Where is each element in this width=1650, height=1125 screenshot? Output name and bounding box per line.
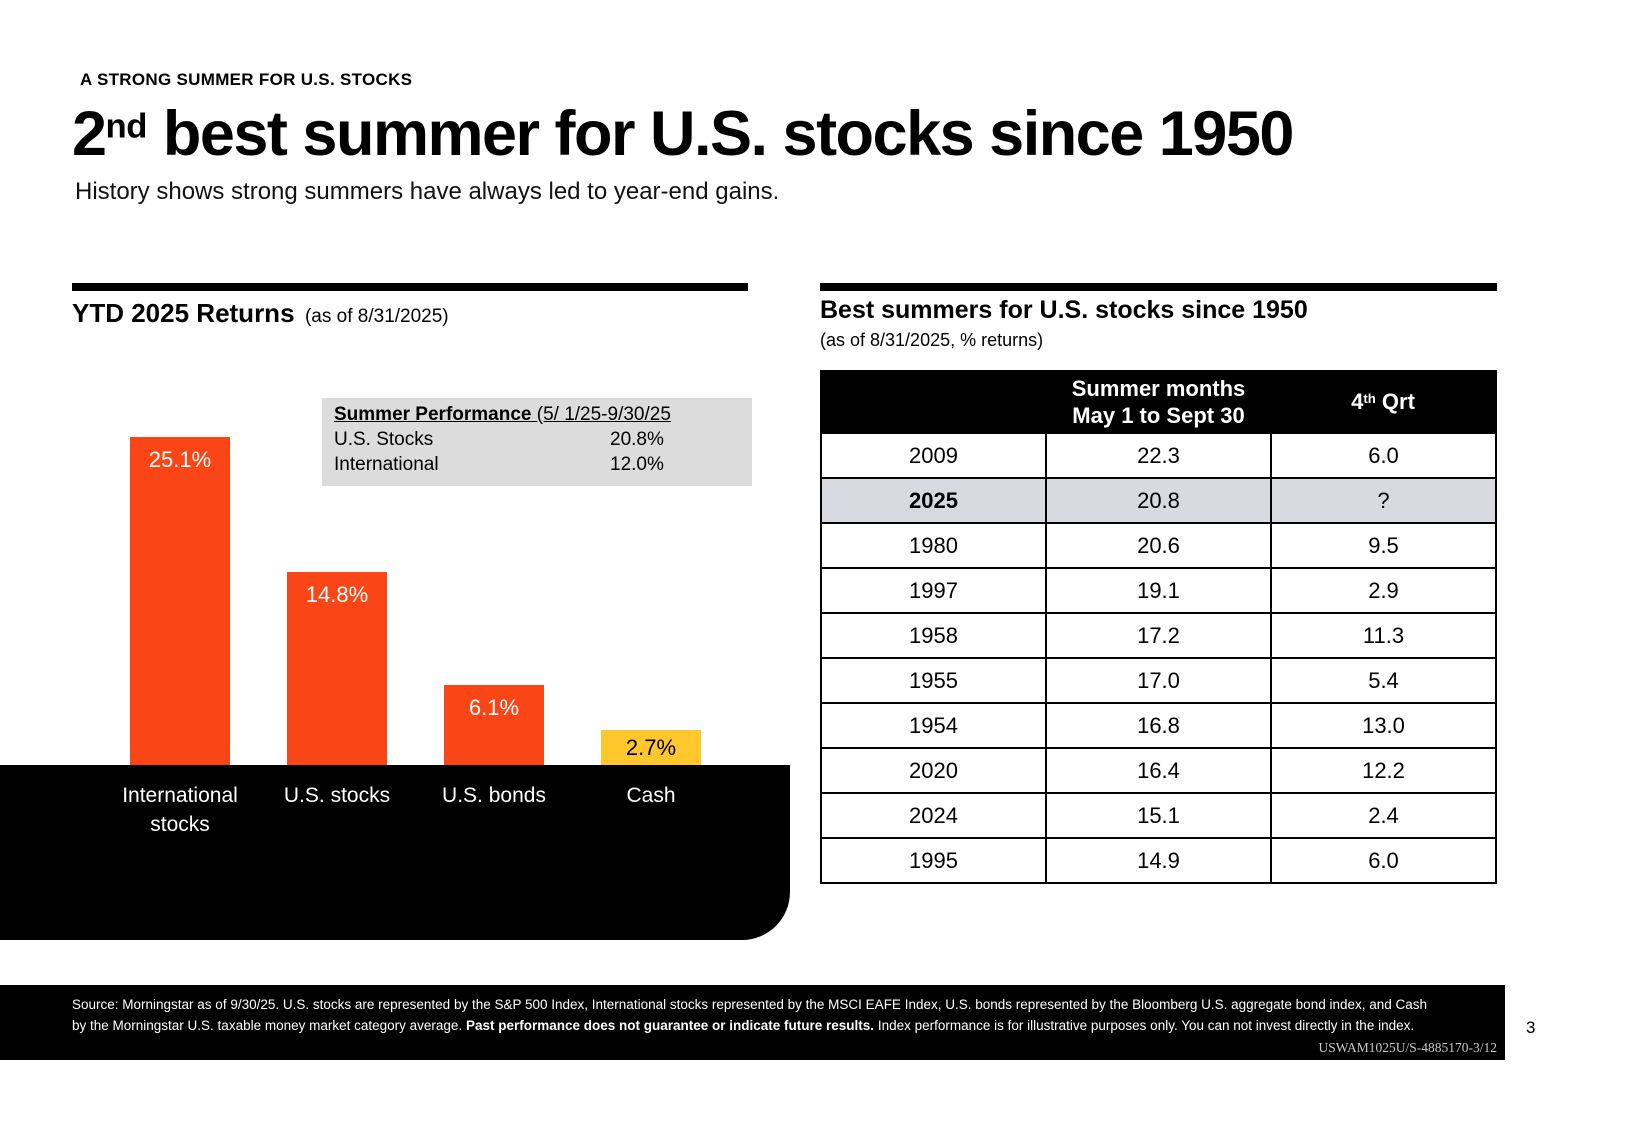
- x-axis-label: U.S. bonds: [442, 784, 546, 807]
- year-cell: 2020: [820, 747, 1047, 794]
- eyebrow-kicker: A STRONG SUMMER FOR U.S. STOCKS: [80, 70, 413, 89]
- header-summer-months: Summer months May 1 to Sept 30: [1046, 371, 1271, 433]
- bar-chart: 25.1% 14.8% 6.1% 2.7%: [130, 400, 758, 765]
- callout-row-value: 20.8%: [610, 429, 664, 450]
- header-summer-line1: Summer months: [1071, 375, 1246, 401]
- best-summers-table: Summer months May 1 to Sept 30 4th Qrt 2…: [820, 370, 1497, 884]
- callout-row-label: U.S. Stocks: [334, 429, 434, 450]
- left-heading-note: (as of 8/31/2025): [304, 306, 449, 327]
- right-section-rule: [820, 283, 1497, 291]
- callout-row: International 12.0%: [334, 454, 740, 476]
- header-q4-rest: Qrt: [1375, 389, 1415, 415]
- chart-axis-panel: International stocks U.S. stocks U.S. bond…: [0, 765, 790, 940]
- year-cell: 2024: [820, 792, 1047, 839]
- table-row: 2020 16.4 12.2: [820, 747, 1497, 794]
- table-row: 1958 17.2 11.3: [820, 612, 1497, 659]
- bar-cash: 2.7%: [601, 730, 701, 765]
- table-row: 1995 14.9 6.0: [820, 837, 1497, 884]
- summer-cell: 14.9: [1045, 837, 1272, 884]
- source-text-pre: Source: Morningstar as of 9/30/25. U.S. …: [72, 997, 1428, 1033]
- header-4th-qrt: 4th Qrt: [1271, 371, 1496, 433]
- bar-value-label: 25.1%: [148, 447, 212, 472]
- bar-value-label: 2.7%: [625, 734, 677, 760]
- table-row: 1955 17.0 5.4: [820, 657, 1497, 704]
- q4-cell: ?: [1270, 477, 1497, 524]
- page-title: 2nd best summer for U.S. stocks since 19…: [72, 98, 1295, 170]
- summer-cell: 20.8: [1045, 477, 1272, 524]
- table-header-row: Summer months May 1 to Sept 30 4th Qrt: [821, 371, 1496, 433]
- callout-title: Summer Performance (5/ 1/25-9/30/25: [334, 404, 740, 426]
- year-cell: 1980: [820, 522, 1047, 569]
- header-summer-line2: May 1 to Sept 30: [1072, 403, 1245, 428]
- table-row: 2024 15.1 2.4: [820, 792, 1497, 839]
- title-number: 2: [72, 99, 107, 169]
- left-section-heading: YTD 2025 Returns (as of 8/31/2025): [72, 298, 449, 329]
- q4-cell: 6.0: [1270, 432, 1497, 479]
- year-cell: 2025: [820, 477, 1047, 524]
- q4-cell: 2.4: [1270, 792, 1497, 839]
- summer-performance-callout: Summer Performance (5/ 1/25-9/30/25 U.S.…: [322, 398, 752, 486]
- bar-u-s-bonds: 6.1%: [444, 685, 544, 765]
- q4-cell: 11.3: [1270, 612, 1497, 659]
- left-section-rule: [72, 283, 748, 291]
- q4-cell: 6.0: [1270, 837, 1497, 884]
- page-subtitle: History shows strong summers have always…: [75, 178, 780, 205]
- header-year: [821, 371, 1046, 433]
- x-axis-label: U.S. stocks: [283, 784, 391, 807]
- table-header: Summer months May 1 to Sept 30 4th Qrt: [821, 371, 1496, 433]
- callout-row-label: International: [334, 454, 439, 475]
- title-rest: best summer for U.S. stocks since 1950: [146, 99, 1295, 169]
- summer-cell: 15.1: [1045, 792, 1272, 839]
- summer-cell: 16.8: [1045, 702, 1272, 749]
- callout-title-bold: Summer Performance: [334, 404, 532, 425]
- q4-cell: 12.2: [1270, 747, 1497, 794]
- year-cell: 2009: [820, 432, 1047, 479]
- header-q4-sup: th: [1363, 391, 1376, 407]
- right-section-heading: Best summers for U.S. stocks since 1950: [820, 296, 1308, 324]
- callout-row-value: 12.0%: [610, 454, 664, 475]
- q4-cell: 2.9: [1270, 567, 1497, 614]
- table-row: 2009 22.3 6.0: [820, 432, 1497, 479]
- source-text-post: Index performance is for illustrative pu…: [874, 1017, 1415, 1033]
- title-superscript: nd: [105, 107, 148, 146]
- bar-international-stocks: 25.1%: [130, 437, 230, 765]
- table-row: 1997 19.1 2.9: [820, 567, 1497, 614]
- summer-cell: 19.1: [1045, 567, 1272, 614]
- summer-cell: 22.3: [1045, 432, 1272, 479]
- right-section-note: (as of 8/31/2025, % returns): [820, 330, 1044, 350]
- x-axis-label: Cash: [626, 784, 676, 807]
- page-number: 3: [1526, 1018, 1536, 1037]
- source-text-bold: Past performance does not guarantee or i…: [465, 1017, 875, 1033]
- summers-table-body: 2009 22.3 6.0 2025 20.8? 1980 20.6 9.5 1997 19.1 2…: [820, 432, 1497, 884]
- q4-cell: 13.0: [1270, 702, 1497, 749]
- callout-title-note: (5/ 1/25-9/30/25: [531, 404, 671, 425]
- x-axis-label: International stocks: [122, 784, 238, 837]
- source-disclosure: Source: Morningstar as of 9/30/25. U.S. …: [72, 995, 1442, 1037]
- bar-value-label: 14.8%: [305, 582, 369, 607]
- table-row: 1954 16.8 13.0: [820, 702, 1497, 749]
- summer-cell: 20.6: [1045, 522, 1272, 569]
- year-cell: 1997: [820, 567, 1047, 614]
- callout-row: U.S. Stocks 20.8%: [334, 429, 740, 451]
- q4-cell: 5.4: [1270, 657, 1497, 704]
- table-row: 2025 20.8?: [820, 477, 1497, 524]
- bar-value-label: 6.1%: [468, 695, 520, 720]
- year-cell: 1995: [820, 837, 1047, 884]
- year-cell: 1958: [820, 612, 1047, 659]
- year-cell: 1955: [820, 657, 1047, 704]
- left-heading-text: YTD 2025 Returns: [72, 298, 295, 328]
- table-row: 1980 20.6 9.5: [820, 522, 1497, 569]
- summer-cell: 17.0: [1045, 657, 1272, 704]
- q4-cell: 9.5: [1270, 522, 1497, 569]
- footer-band: Source: Morningstar as of 9/30/25. U.S. …: [0, 985, 1505, 1060]
- summer-cell: 17.2: [1045, 612, 1272, 659]
- summer-cell: 16.4: [1045, 747, 1272, 794]
- header-q4-num: 4: [1351, 389, 1364, 415]
- document-code: USWAM1025U/S-4885170-3/12: [1318, 1040, 1497, 1055]
- bar-u-s-stocks: 14.8%: [287, 572, 387, 765]
- year-cell: 1954: [820, 702, 1047, 749]
